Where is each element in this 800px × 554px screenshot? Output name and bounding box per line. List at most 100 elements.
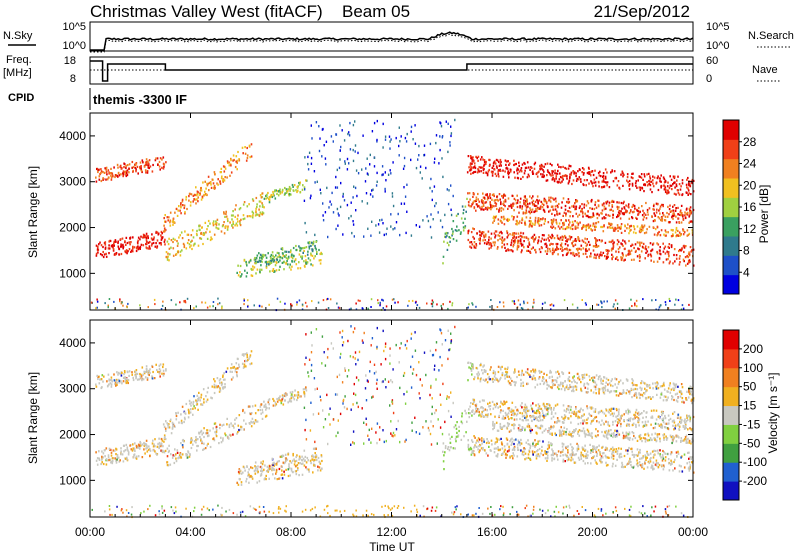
range-cell <box>547 410 549 414</box>
range-cell <box>577 236 579 239</box>
range-cell <box>643 232 646 235</box>
range-cell <box>303 392 306 395</box>
range-cell <box>418 154 420 157</box>
range-cell <box>612 213 614 216</box>
range-cell <box>563 409 566 412</box>
range-cell <box>479 237 481 240</box>
range-cell <box>161 449 164 452</box>
range-cell <box>255 257 258 260</box>
range-cell <box>610 248 613 251</box>
range-cell <box>362 134 364 137</box>
range-cell <box>449 437 452 440</box>
range-cell <box>312 243 314 246</box>
range-cell <box>548 407 551 410</box>
range-cell <box>240 472 243 475</box>
range-cell <box>472 201 474 204</box>
range-cell <box>220 384 223 387</box>
range-cell <box>647 246 650 249</box>
range-cell <box>541 167 543 170</box>
range-cell <box>268 303 270 306</box>
range-cell <box>481 205 483 208</box>
range-cell <box>499 411 502 414</box>
range-cell <box>303 186 306 189</box>
range-cell <box>672 209 674 212</box>
range-cell <box>144 169 147 172</box>
range-cell <box>173 454 176 457</box>
range-cell <box>469 163 472 166</box>
range-cell <box>616 302 619 305</box>
range-cell <box>501 417 504 420</box>
range-cell <box>550 417 553 420</box>
range-cell <box>582 414 584 417</box>
range-cell <box>672 234 674 237</box>
range-cell <box>487 230 490 233</box>
range-cell <box>569 215 571 218</box>
range-cell <box>554 412 557 415</box>
range-cell <box>105 170 108 174</box>
range-cell <box>253 469 256 473</box>
range-cell <box>617 418 620 421</box>
range-cell <box>467 204 470 207</box>
range-cell <box>392 228 394 231</box>
range-cell <box>307 459 309 462</box>
range-cell <box>110 167 112 170</box>
range-cell <box>666 215 669 218</box>
range-cell <box>114 253 117 256</box>
range-cell <box>232 433 234 436</box>
range-cell <box>108 459 110 462</box>
range-cell <box>552 247 554 250</box>
range-cell <box>546 413 549 416</box>
range-cell <box>181 439 184 442</box>
range-cell <box>565 219 567 222</box>
range-cell <box>593 253 596 256</box>
range-cell <box>660 186 662 189</box>
range-cell <box>315 240 317 243</box>
range-cell <box>238 363 240 366</box>
range-cell <box>589 406 591 409</box>
range-cell <box>158 367 161 370</box>
range-cell <box>121 371 123 374</box>
range-cell <box>521 402 523 405</box>
range-cell <box>204 221 207 224</box>
range-cell <box>680 221 683 224</box>
range-cell <box>102 250 104 254</box>
range-cell <box>638 211 641 214</box>
range-cell <box>271 251 274 254</box>
range-cell <box>525 411 528 414</box>
range-cell <box>476 171 479 174</box>
range-cell <box>187 239 190 242</box>
range-cell <box>512 240 515 243</box>
range-cell <box>593 181 595 184</box>
range-cell <box>402 167 405 170</box>
range-cell <box>299 395 301 398</box>
range-cell <box>355 302 357 305</box>
range-cell <box>493 205 495 208</box>
range-cell <box>632 172 634 175</box>
range-cell <box>221 175 223 178</box>
range-cell <box>160 241 162 245</box>
range-cell <box>206 182 208 185</box>
range-cell <box>125 250 128 253</box>
range-cell <box>456 225 458 228</box>
range-cell <box>656 242 658 245</box>
range-cell <box>165 161 167 164</box>
range-cell <box>223 232 226 235</box>
range-cell <box>623 259 625 262</box>
range-cell <box>497 239 499 242</box>
range-cell <box>148 369 150 372</box>
range-cell <box>629 411 631 414</box>
range-cell <box>615 227 617 230</box>
range-cell <box>682 217 685 221</box>
range-cell <box>527 205 529 208</box>
range-cell <box>613 448 615 451</box>
range-cell <box>494 162 497 165</box>
range-cell <box>643 183 645 186</box>
range-cell <box>306 253 309 256</box>
range-cell <box>446 232 449 235</box>
range-cell <box>669 300 671 302</box>
range-cell <box>597 199 600 202</box>
range-cell <box>231 370 233 373</box>
range-cell <box>592 249 595 252</box>
range-cell <box>592 224 594 227</box>
